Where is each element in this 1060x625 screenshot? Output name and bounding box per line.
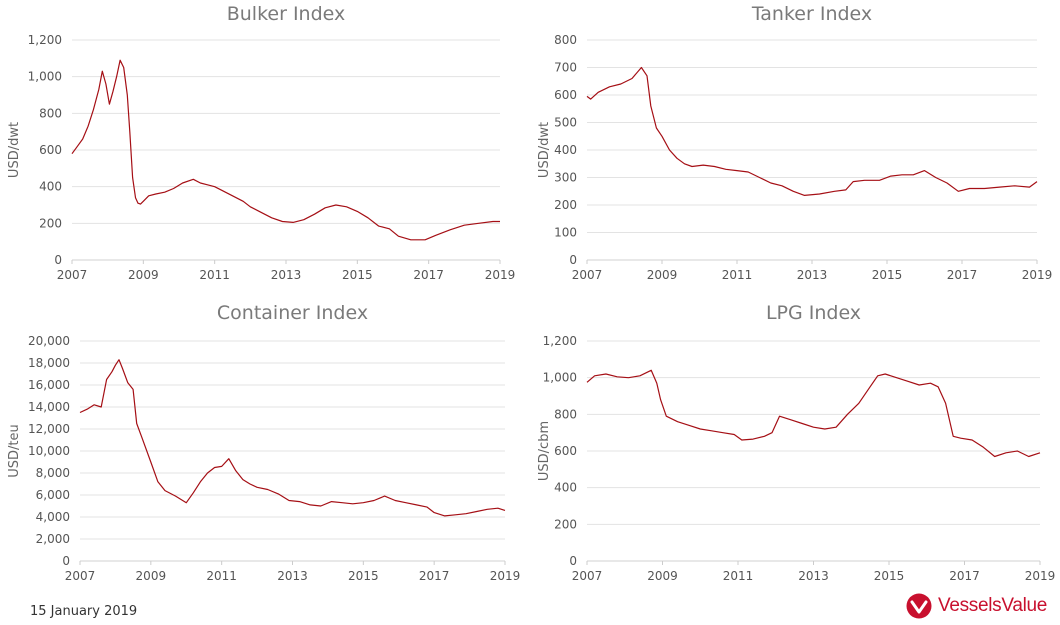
container-y-tick-label: 8,000: [36, 466, 70, 480]
lpg-y-tick-label: 200: [554, 517, 577, 531]
bulker-x-tick-label: 2019: [485, 268, 516, 282]
lpg-x-tick-label: 2009: [647, 569, 678, 583]
container-y-tick-label: 18,000: [28, 356, 70, 370]
bulker-x-tick-label: 2007: [57, 268, 88, 282]
container-series-line: [79, 359, 506, 517]
brand-name: VesselsValue: [938, 595, 1048, 616]
tanker-y-tick-label: 300: [554, 171, 577, 185]
lpg-x-tick-label: 2007: [572, 569, 603, 583]
tanker-y-tick-label: 0: [569, 253, 577, 267]
container-y-tick-label: 16,000: [28, 378, 70, 392]
tanker-y-axis-label: USD/dwt: [537, 122, 552, 178]
tanker-y-tick-label: 400: [554, 143, 577, 157]
bulker-x-tick-label: 2015: [342, 268, 373, 282]
bulker-y-tick-label: 600: [39, 143, 62, 157]
tanker-chart-panel: 0 100 200 300 400 500 600 700 800 2007 2009 2011 201…: [530, 0, 1060, 300]
tanker-index-chart: 0 100 200 300 400 500 600 700 800 2007 2009 2011 201…: [537, 3, 1053, 282]
container-y-tick-label: 10,000: [28, 444, 70, 458]
lpg-chart-title: LPG Index: [766, 302, 861, 324]
tanker-series-line: [586, 66, 1038, 196]
tanker-x-tick-label: 2009: [647, 268, 678, 282]
container-x-tick-label: 2015: [348, 569, 379, 583]
bulker-x-tick-label: 2017: [413, 268, 444, 282]
report-date: 15 January 2019: [30, 604, 138, 619]
lpg-chart-panel: 0 200 400 600 800 1,000 1,200 2007 2009 2011 2013 2…: [530, 298, 1060, 598]
tanker-y-tick-label: 200: [554, 198, 577, 212]
bulker-index-chart: 0 200 400 600 800 1,000 1,200 2007 2009 2011 2013 2…: [7, 3, 516, 282]
lpg-x-tick-label: 2015: [874, 569, 905, 583]
container-x-tick-label: 2017: [419, 569, 450, 583]
tanker-x-tick-label: 2007: [572, 268, 603, 282]
container-chart-title: Container Index: [217, 302, 368, 324]
container-x-tick-label: 2011: [206, 569, 237, 583]
vesselsvalue-logo-icon: [906, 593, 932, 619]
lpg-index-chart: 0 200 400 600 800 1,000 1,200 2007 2009 2011 2013 2…: [537, 302, 1056, 583]
container-y-tick-label: 20,000: [28, 334, 70, 348]
bulker-x-tick-label: 2013: [271, 268, 302, 282]
bulker-y-tick-label: 400: [39, 180, 62, 194]
container-y-axis-label: USD/teu: [7, 424, 22, 478]
bulker-x-tick-label: 2011: [199, 268, 230, 282]
container-y-tick-label: 4,000: [36, 510, 70, 524]
lpg-y-tick-label: 1,200: [543, 334, 577, 348]
tanker-y-tick-label: 100: [554, 226, 577, 240]
container-x-tick-label: 2013: [277, 569, 308, 583]
brand-logo: VesselsValue: [906, 592, 1047, 620]
lpg-x-tick-label: 2011: [723, 569, 754, 583]
lpg-y-axis-label: USD/cbm: [537, 421, 552, 481]
container-y-tick-label: 0: [62, 554, 70, 568]
lpg-y-tick-label: 1,000: [543, 371, 577, 385]
lpg-y-tick-label: 0: [569, 554, 577, 568]
tanker-chart-title: Tanker Index: [751, 3, 872, 25]
lpg-x-tick-label: 2017: [949, 569, 980, 583]
container-index-chart: 0 2,000 4,000 6,000 8,000 10,000 12,000 14,000 1…: [7, 302, 521, 583]
container-x-tick-label: 2019: [490, 569, 521, 583]
container-y-tick-label: 2,000: [36, 532, 70, 546]
container-y-tick-label: 6,000: [36, 488, 70, 502]
container-y-tick-label: 14,000: [28, 400, 70, 414]
bulker-x-tick-label: 2009: [128, 268, 159, 282]
bulker-y-tick-label: 1,200: [28, 33, 62, 47]
lpg-x-tick-label: 2019: [1025, 569, 1056, 583]
lpg-x-tick-label: 2013: [798, 569, 829, 583]
tanker-y-tick-label: 500: [554, 116, 577, 130]
bulker-y-tick-label: 0: [54, 253, 62, 267]
lpg-y-tick-label: 400: [554, 481, 577, 495]
tanker-x-tick-label: 2019: [1022, 268, 1053, 282]
container-y-tick-label: 12,000: [28, 422, 70, 436]
bulker-chart-title: Bulker Index: [227, 3, 346, 25]
lpg-y-tick-label: 800: [554, 407, 577, 421]
tanker-y-tick-label: 800: [554, 33, 577, 47]
bulker-y-axis-label: USD/dwt: [7, 122, 22, 178]
lpg-series-line: [586, 369, 1041, 458]
bulker-series-line: [71, 59, 500, 241]
tanker-x-tick-label: 2011: [722, 268, 753, 282]
tanker-y-tick-label: 700: [554, 61, 577, 75]
tanker-x-tick-label: 2013: [797, 268, 828, 282]
lpg-y-tick-label: 600: [554, 444, 577, 458]
bulker-y-tick-label: 200: [39, 216, 62, 230]
bulker-chart-panel: 0 200 400 600 800 1,000 1,200 2007 2009 2011 2013 2…: [0, 0, 530, 300]
container-chart-panel: 0 2,000 4,000 6,000 8,000 10,000 12,000 14,000 1…: [0, 298, 530, 598]
bulker-y-tick-label: 1,000: [28, 70, 62, 84]
tanker-x-tick-label: 2015: [872, 268, 903, 282]
bulker-y-tick-label: 800: [39, 106, 62, 120]
tanker-x-tick-label: 2017: [947, 268, 978, 282]
container-x-tick-label: 2009: [136, 569, 167, 583]
tanker-y-tick-label: 600: [554, 88, 577, 102]
container-x-tick-label: 2007: [65, 569, 96, 583]
